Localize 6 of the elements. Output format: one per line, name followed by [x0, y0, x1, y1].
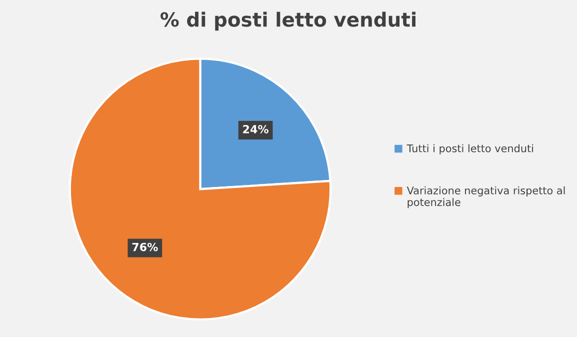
legend-label: Tutti i posti letto venduti — [406, 144, 533, 154]
legend-label: Variazione negativa rispetto al potenziale — [406, 186, 565, 208]
data-label: 76% — [132, 242, 158, 252]
data-label: 24% — [243, 125, 268, 134]
pie-slice — [68, 58, 332, 320]
chart-title: % di posti letto venduti — [160, 12, 416, 31]
